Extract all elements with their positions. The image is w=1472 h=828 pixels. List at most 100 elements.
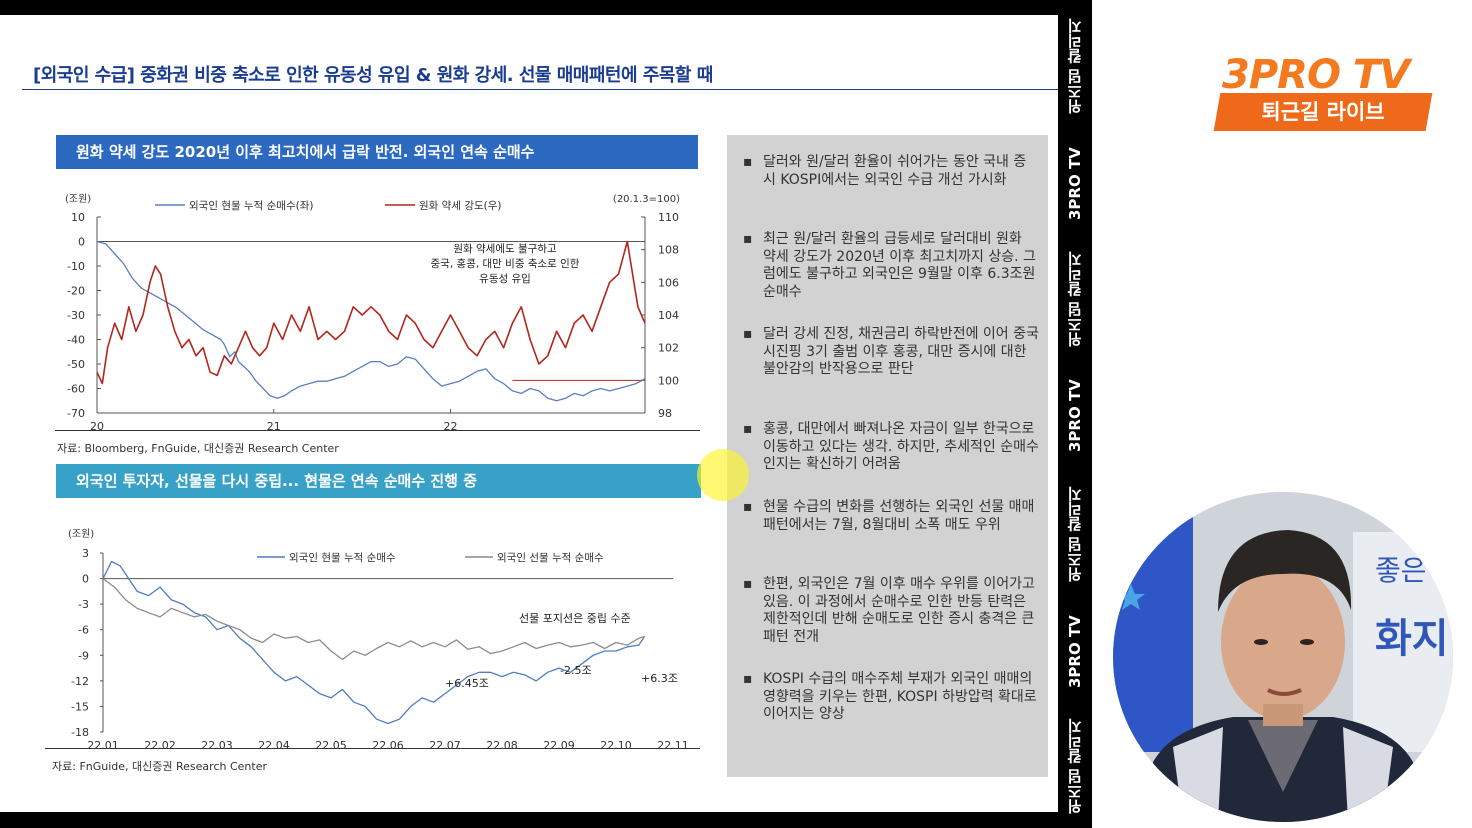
legend-label: 원화 약세 강도(우): [419, 200, 502, 212]
chart1-source: 자료: Bloomberg, FnGuide, 대신증권 Research Ce…: [57, 442, 339, 455]
bullet-text: KOSPI 수급의 매수주체 부재가 외국인 매매의 영향력을 키우는 한편, …: [763, 671, 1037, 722]
y-tick-label: -12: [71, 675, 89, 688]
y-left-tick-label: -10: [67, 260, 85, 273]
y-left-tick-label: -30: [67, 309, 85, 322]
y-tick-label: -3: [78, 598, 89, 611]
slide-title: [외국인 수급] 중화권 비중 축소로 인한 유동성 유입 & 원화 강세. 선…: [33, 65, 713, 86]
side-strip-label: 위즈덤 칼리지: [1066, 486, 1084, 582]
channel-logo-title: 3PRO TV: [1222, 52, 1410, 98]
x-tick-label: 22.01: [87, 739, 119, 752]
x-tick-label: 20: [90, 420, 104, 433]
y-tick-label: 3: [82, 547, 89, 560]
x-tick-label: 21: [267, 420, 281, 433]
y-right-tick-label: 108: [658, 244, 679, 257]
backdrop-text: 화지: [1375, 616, 1449, 662]
bullet-text: 최근 원/달러 환율의 급등세로 달러대비 원화 약세 강도가 2020년 이후…: [763, 231, 1036, 300]
x-tick-label: 22: [444, 420, 458, 433]
bullet-text: 홍콩, 대만에서 빠져나온 자금이 일부 한국으로 이동하고 있다는 생각. 하…: [763, 421, 1039, 472]
y-left-tick-label: -70: [67, 407, 85, 420]
bullet-item: ▪ 현물 수급의 변화를 선행하는 외국인 선물 매매패턴에서는 7월, 8월대비…: [743, 499, 1039, 534]
side-strip-label: 3PRO TV: [1066, 379, 1084, 453]
series-line-foreign-spot: [102, 560, 646, 725]
chart-annotation: -2.5조: [560, 664, 592, 677]
presenter-webcam: 좋은 화지: [1113, 492, 1453, 822]
y-right-tick-label: 98: [658, 407, 672, 420]
presentation-slide: [외국인 수급] 중화권 비중 축소로 인한 유동성 유입 & 원화 강세. 선…: [0, 15, 1058, 812]
left-unit-label: (조원): [65, 193, 91, 205]
y-tick-label: -9: [78, 649, 89, 662]
bullet-marker: ▪: [743, 326, 753, 342]
bullet-item: ▪ 한편, 외국인은 7월 이후 매수 우위를 이어가고 있음. 이 과정에서 순…: [743, 576, 1039, 646]
bullet-text: 현물 수급의 변화를 선행하는 외국인 선물 매매패턴에서는 7월, 8월대비 …: [763, 499, 1035, 533]
x-tick-label: 22.11: [657, 739, 689, 752]
bullet-marker: ▪: [743, 421, 753, 437]
bullet-item: ▪ 최근 원/달러 환율의 급등세로 달러대비 원화 약세 강도가 2020년 이…: [743, 231, 1039, 301]
y-tick-label: -6: [78, 624, 89, 637]
chart-annotation: 유동성 유입: [479, 272, 531, 285]
side-strip-label: 3PRO TV: [1066, 615, 1084, 689]
right-unit-label: (20.1.3=100): [613, 194, 680, 205]
series-line-foreign-spot: [96, 240, 646, 402]
chart-annotation: +6.45조: [445, 677, 489, 690]
y-left-tick-label: -60: [67, 383, 85, 396]
bullet-marker: ▪: [743, 499, 753, 515]
bullet-marker: ▪: [743, 576, 753, 592]
bullet-item: ▪ KOSPI 수급의 매수주체 부재가 외국인 매매의 영향력을 키우는 한편,…: [743, 671, 1039, 724]
bullet-text: 달러 강세 진정, 채권금리 하락반전에 이어 중국 시진핑 3기 출범 이후 …: [763, 326, 1039, 377]
x-tick-label: 22.10: [600, 739, 632, 752]
unit-label: (조원): [68, 528, 94, 540]
chart-annotation: 중국, 홍콩, 대만 비중 축소로 인한: [431, 257, 580, 270]
bullet-marker: ▪: [743, 671, 753, 687]
backdrop-text: 좋은: [1375, 554, 1427, 587]
bullet-marker: ▪: [743, 154, 753, 170]
legend-label: 외국인 선물 누적 순매수: [497, 552, 604, 564]
bullet-item: ▪ 달러와 원/달러 환율이 쉬어가는 동안 국내 증시 KOSPI에서는 외국인…: [743, 154, 1039, 189]
x-tick-label: 22.05: [315, 739, 347, 752]
y-right-tick-label: 100: [658, 374, 679, 387]
x-tick-label: 22.08: [486, 739, 518, 752]
y-left-tick-label: 0: [78, 236, 85, 249]
bullet-marker: ▪: [743, 231, 753, 247]
y-left-tick-label: -50: [67, 358, 85, 371]
y-right-tick-label: 110: [658, 211, 679, 224]
chart-annotation: +6.3조: [641, 672, 678, 685]
chart-krw-weakness-vs-foreign-buying: (조원) (20.1.3=100)100-10-20-30-40-50-60-70…: [65, 193, 680, 433]
title-divider: [22, 89, 1058, 90]
x-tick-label: 22.02: [144, 739, 176, 752]
cursor-highlight: [697, 449, 749, 501]
legend-label: 외국인 현물 누적 순매수(좌): [189, 200, 313, 212]
side-strip-label: 위즈덤 칼리지: [1066, 18, 1084, 114]
channel-side-strip: 위즈덤 칼리지 3PRO TV 위즈덤 칼리지 3PRO TV 위즈덤 칼리지 …: [1058, 0, 1092, 828]
y-tick-label: -18: [71, 726, 89, 739]
chart1-bottom-rule: [55, 430, 700, 431]
x-tick-label: 22.06: [372, 739, 404, 752]
y-left-tick-label: -40: [67, 334, 85, 347]
bullet-item: ▪ 홍콩, 대만에서 빠져나온 자금이 일부 한국으로 이동하고 있다는 생각. …: [743, 421, 1039, 474]
chart1-banner: 원화 약세 강도 2020년 이후 최고치에서 급락 반전. 외국인 연속 순매…: [56, 135, 698, 169]
y-left-tick-label: -20: [67, 285, 85, 298]
y-tick-label: 0: [82, 573, 89, 586]
side-strip-label: 위즈덤 칼리지: [1066, 251, 1084, 347]
y-left-tick-label: 10: [71, 211, 85, 224]
bullet-item: ▪ 달러 강세 진정, 채권금리 하락반전에 이어 중국 시진핑 3기 출범 이후…: [743, 326, 1039, 379]
x-tick-label: 22.09: [543, 739, 575, 752]
bullet-text: 달러와 원/달러 환율이 쉬어가는 동안 국내 증시 KOSPI에서는 외국인 …: [763, 154, 1027, 188]
chart2-banner: 외국인 투자자, 선물을 다시 중립... 현물은 연속 순매수 진행 중: [56, 464, 701, 498]
bullet-text: 한편, 외국인은 7월 이후 매수 우위를 이어가고 있음. 이 과정에서 순매…: [763, 576, 1035, 645]
x-tick-label: 22.07: [429, 739, 461, 752]
commentary-panel: ▪ 달러와 원/달러 환율이 쉬어가는 동안 국내 증시 KOSPI에서는 외국인…: [727, 135, 1048, 777]
x-tick-label: 22.04: [258, 739, 290, 752]
legend-label: 외국인 현물 누적 순매수: [289, 552, 396, 564]
chart2-bottom-rule: [45, 748, 700, 749]
y-right-tick-label: 104: [658, 309, 679, 322]
y-tick-label: -15: [71, 700, 89, 713]
side-strip-label: 위즈덤 칼리지: [1066, 718, 1084, 814]
side-strip-label: 3PRO TV: [1066, 147, 1084, 221]
y-right-tick-label: 106: [658, 276, 679, 289]
channel-logo-subtitle: 퇴근길 라이브: [1261, 100, 1385, 124]
chart2-source: 자료: FnGuide, 대신증권 Research Center: [52, 760, 267, 773]
chart-annotation: 원화 약세에도 불구하고: [453, 242, 557, 255]
presenter-image: 좋은 화지: [1113, 492, 1453, 822]
y-right-tick-label: 102: [658, 342, 679, 355]
